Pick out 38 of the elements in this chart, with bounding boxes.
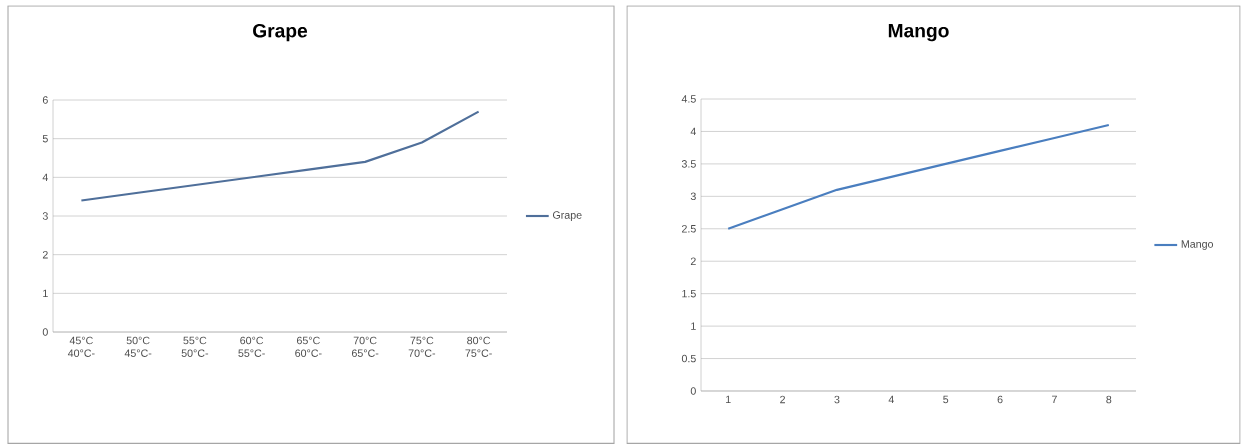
y-tick-label: 3 xyxy=(690,192,696,201)
x-tick-label: 60°C 55°C- xyxy=(238,336,265,357)
x-tick-label: 8 xyxy=(1106,395,1112,404)
legend-label: Mango xyxy=(1181,240,1214,250)
x-tick-label: 3 xyxy=(834,395,840,404)
y-tick-label: 3 xyxy=(42,212,48,220)
y-tick-label: 1 xyxy=(691,322,696,330)
y-tick-label: 2 xyxy=(42,250,48,259)
y-tick-label: 4 xyxy=(690,127,696,136)
y-tick-label: 2.5 xyxy=(682,225,696,233)
y-tick-label: 5 xyxy=(42,134,48,143)
y-tick-label: 0 xyxy=(690,387,696,395)
x-tick-label: 75°C 70°C- xyxy=(408,336,436,357)
x-tick-label: 45°C 40°C- xyxy=(67,336,95,357)
x-tick-label: 65°C 60°C- xyxy=(295,336,322,357)
x-tick-label: 6 xyxy=(997,395,1003,404)
chart-title: Mango xyxy=(888,24,949,42)
legend-label: Grape xyxy=(552,211,582,221)
x-tick-label: 7 xyxy=(1052,395,1057,404)
chart-title: Grape xyxy=(253,23,308,42)
y-tick-label: 6 xyxy=(42,96,48,104)
y-tick-label: 0.5 xyxy=(681,354,696,363)
y-tick-label: 0 xyxy=(42,328,48,336)
x-tick-label: 80°C 75°C- xyxy=(465,336,492,357)
y-tick-label: 2 xyxy=(690,257,696,265)
y-tick-label: 1 xyxy=(43,289,48,297)
x-tick-label: 55°C 50°C- xyxy=(181,336,209,357)
y-tick-label: 4 xyxy=(42,173,48,182)
y-tick-label: 3.5 xyxy=(681,160,696,168)
line-series xyxy=(727,123,1110,230)
x-tick-label: 4 xyxy=(888,395,894,404)
x-tick-label: 1 xyxy=(726,395,731,404)
x-tick-label: 5 xyxy=(943,395,949,404)
x-tick-label: 70°C 65°C- xyxy=(351,336,379,357)
x-tick-label: 50°C 45°C- xyxy=(124,336,152,357)
x-tick-label: 2 xyxy=(780,395,785,404)
y-tick-label: 1.5 xyxy=(682,289,696,298)
y-tick-label: 4.5 xyxy=(681,95,696,103)
